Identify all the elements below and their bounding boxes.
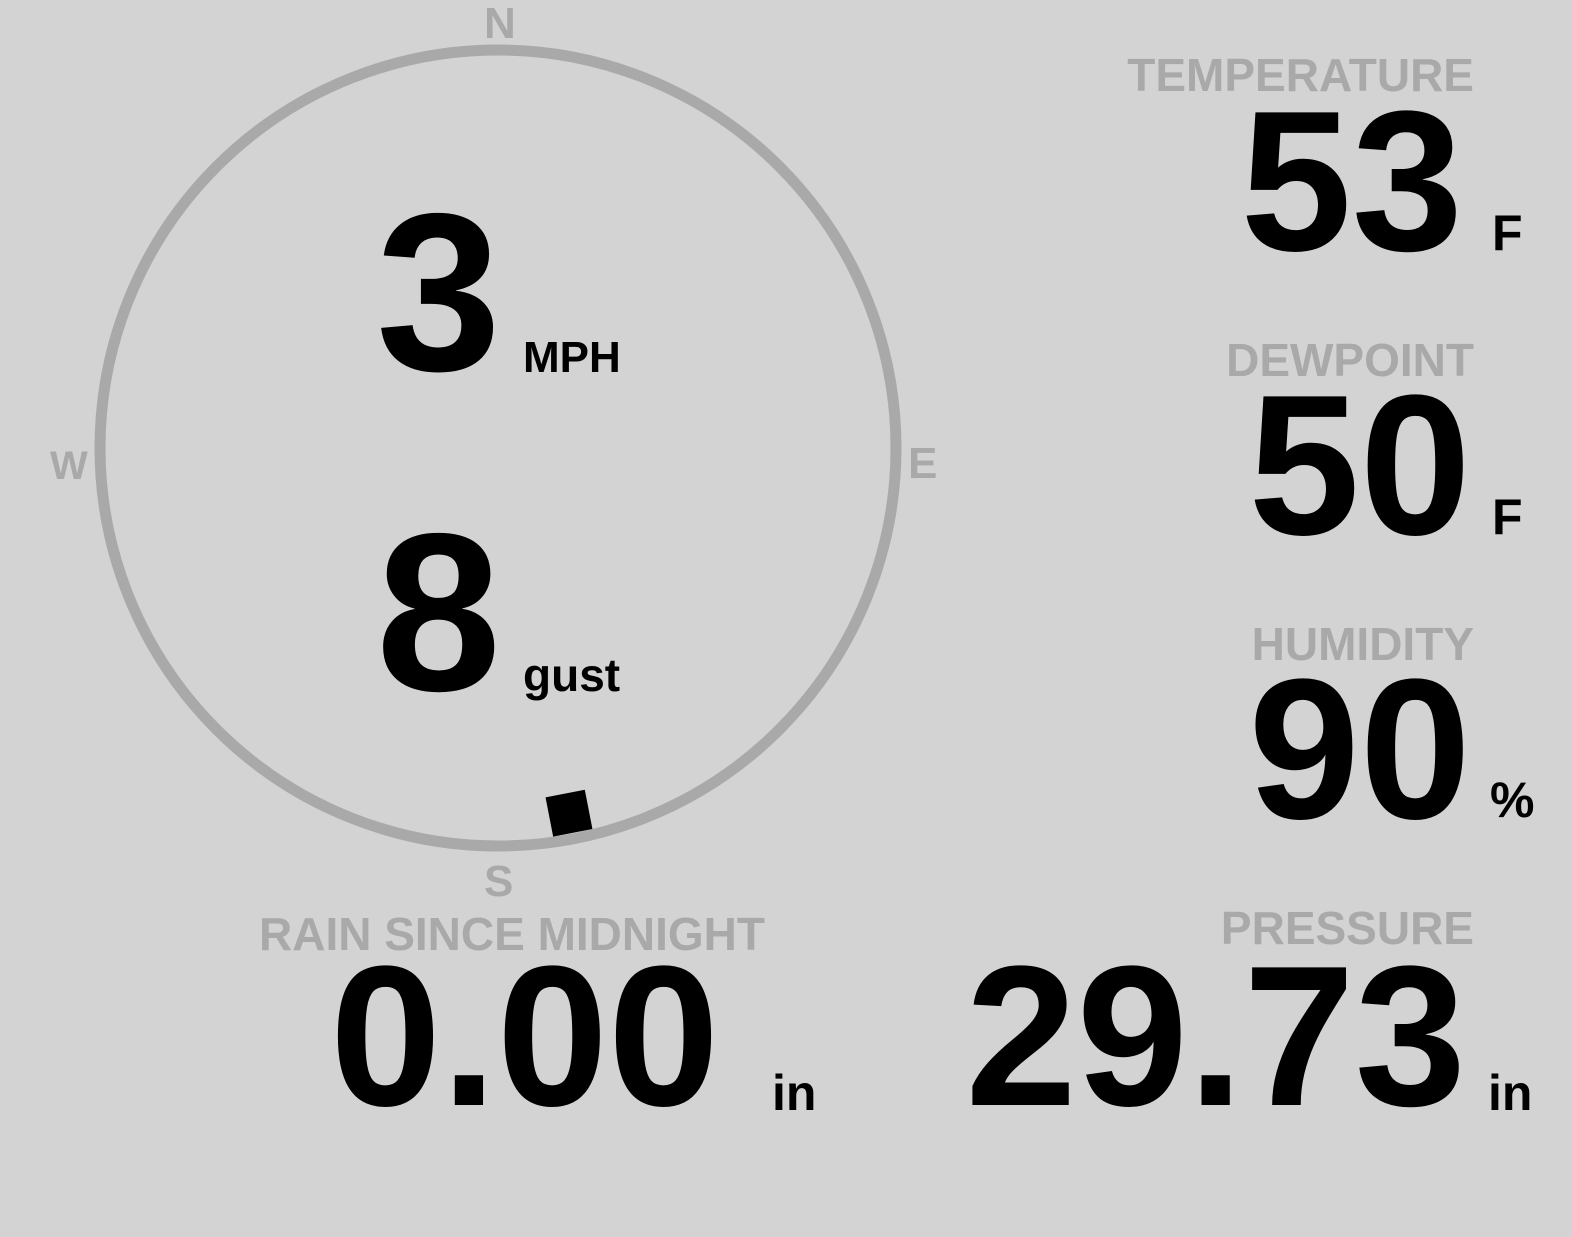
- pressure-unit: in: [1488, 1065, 1533, 1121]
- compass-east-label: E: [908, 439, 938, 488]
- humidity-value: 90: [1248, 638, 1471, 861]
- rain-unit: in: [772, 1065, 817, 1121]
- dewpoint-value: 50: [1248, 354, 1471, 577]
- temperature-label: TEMPERATURE: [1127, 49, 1474, 101]
- temperature-unit: F: [1492, 205, 1523, 261]
- dewpoint-unit: F: [1492, 489, 1523, 545]
- rain-label: RAIN SINCE MIDNIGHT: [259, 908, 765, 960]
- temperature-value: 53: [1240, 70, 1463, 293]
- humidity-unit: %: [1490, 772, 1535, 828]
- pressure-value: 29.73: [965, 925, 1467, 1148]
- wind-gust-label: gust: [523, 649, 621, 701]
- pressure-label: PRESSURE: [1220, 902, 1474, 954]
- compass-south-label: S: [484, 857, 514, 906]
- rain-value: 0.00: [330, 925, 720, 1148]
- compass-west-label: W: [50, 444, 88, 488]
- dewpoint-label: DEWPOINT: [1226, 334, 1474, 386]
- wind-speed-unit: MPH: [523, 333, 621, 382]
- compass-ring: [94, 44, 902, 852]
- compass-north-label: N: [484, 0, 516, 48]
- wind-speed-value: 3: [376, 166, 502, 418]
- wind-gust-value: 8: [376, 486, 502, 738]
- wind-direction-marker: [545, 789, 593, 837]
- humidity-label: HUMIDITY: [1251, 618, 1474, 670]
